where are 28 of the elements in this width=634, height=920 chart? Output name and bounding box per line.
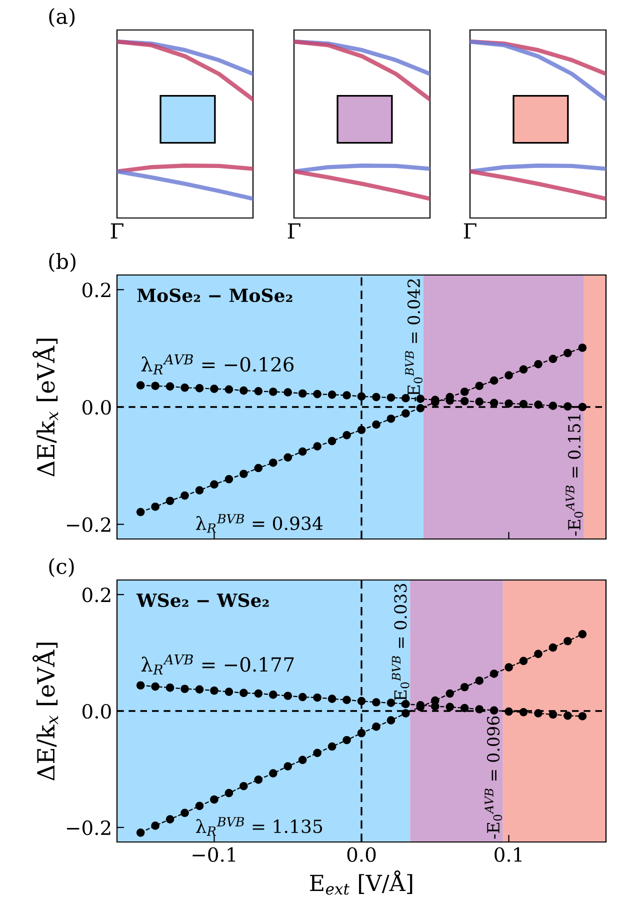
y-axis-title: ΔE/k$_{x}$ [eVÅ] bbox=[32, 338, 58, 476]
y-tick-label: 0.0 bbox=[82, 704, 111, 719]
y-axis-title: ΔE/k$_{x}$ [eVÅ] bbox=[32, 642, 58, 780]
band-label: -E$_{0}$$^{AVB}$ = 0.096 bbox=[484, 716, 502, 839]
y-tick-label: 0.0 bbox=[82, 400, 111, 415]
band-label: -E$_{0}$$^{AVB}$ = 0.151 bbox=[566, 414, 584, 536]
x-tick-label: 0.1 bbox=[494, 847, 522, 862]
x-tick-label: −0.1 bbox=[192, 847, 236, 862]
annotation: WSe₂ − WSe₂ bbox=[136, 593, 269, 608]
annotation: λ$_{R}$$^{AVB}$ = −0.126 bbox=[141, 354, 294, 374]
text: Γ bbox=[464, 223, 476, 239]
text: Γ bbox=[110, 223, 124, 239]
y-tick-label: 0.2 bbox=[82, 588, 110, 602]
band-label: -E$_{0}$$^{BVB}$ = 0.042 bbox=[405, 279, 423, 402]
chart-title: (b) bbox=[49, 252, 76, 272]
y-tick-label: 0.2 bbox=[82, 282, 110, 298]
x-axis-title: E$_{ext}$ [V/Å] bbox=[310, 870, 412, 895]
chart-title: (a) bbox=[49, 8, 75, 28]
annotation: λ$_{R}$$^{AVB}$ = −0.177 bbox=[141, 654, 294, 675]
chart-title: (c) bbox=[49, 558, 74, 578]
annotation: MoSe₂ − MoSe₂ bbox=[137, 288, 292, 302]
annotation: λ$_{R}$$^{BVB}$ = 0.934 bbox=[196, 514, 323, 533]
y-tick-label: −0.2 bbox=[66, 820, 110, 836]
text: Γ bbox=[288, 223, 300, 239]
x-tick-label: 0.0 bbox=[347, 847, 376, 862]
band-label: -E$_{0}$$^{BVB}$ = 0.033 bbox=[392, 584, 410, 706]
annotation: λ$_{R}$$^{BVB}$ = 1.135 bbox=[196, 817, 322, 836]
y-tick-label: −0.2 bbox=[66, 517, 110, 532]
